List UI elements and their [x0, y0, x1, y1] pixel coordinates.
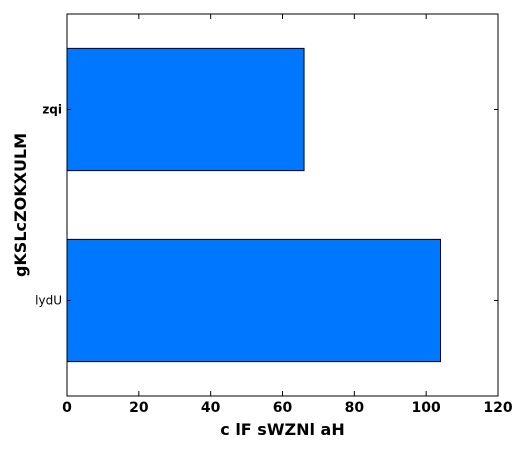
- plot-area-frame: [66, 13, 499, 397]
- ticks-layer: lydU zqi 0 20 40 60 80 100 120: [35, 14, 513, 416]
- bar-lydU: [66, 238, 442, 363]
- x-axis-title: c lF sWZNl aH: [220, 420, 344, 439]
- bar-zqi: [66, 47, 305, 172]
- y-axis-title: gKSLcZOKXULM: [11, 133, 30, 277]
- x-tick-label-60: 60: [273, 400, 293, 416]
- x-tick-label-80: 80: [345, 400, 365, 416]
- x-tick-label-100: 100: [412, 400, 441, 416]
- x-tick-label-120: 120: [483, 400, 512, 416]
- x-tick-label-40: 40: [201, 400, 221, 416]
- x-tick-label-0: 0: [62, 400, 72, 416]
- x-tick-label-20: 20: [129, 400, 149, 416]
- bars-layer: [66, 47, 442, 363]
- y-tick-label-zqi: zqi: [42, 103, 62, 117]
- y-tick-label-lydU: lydU: [35, 294, 62, 308]
